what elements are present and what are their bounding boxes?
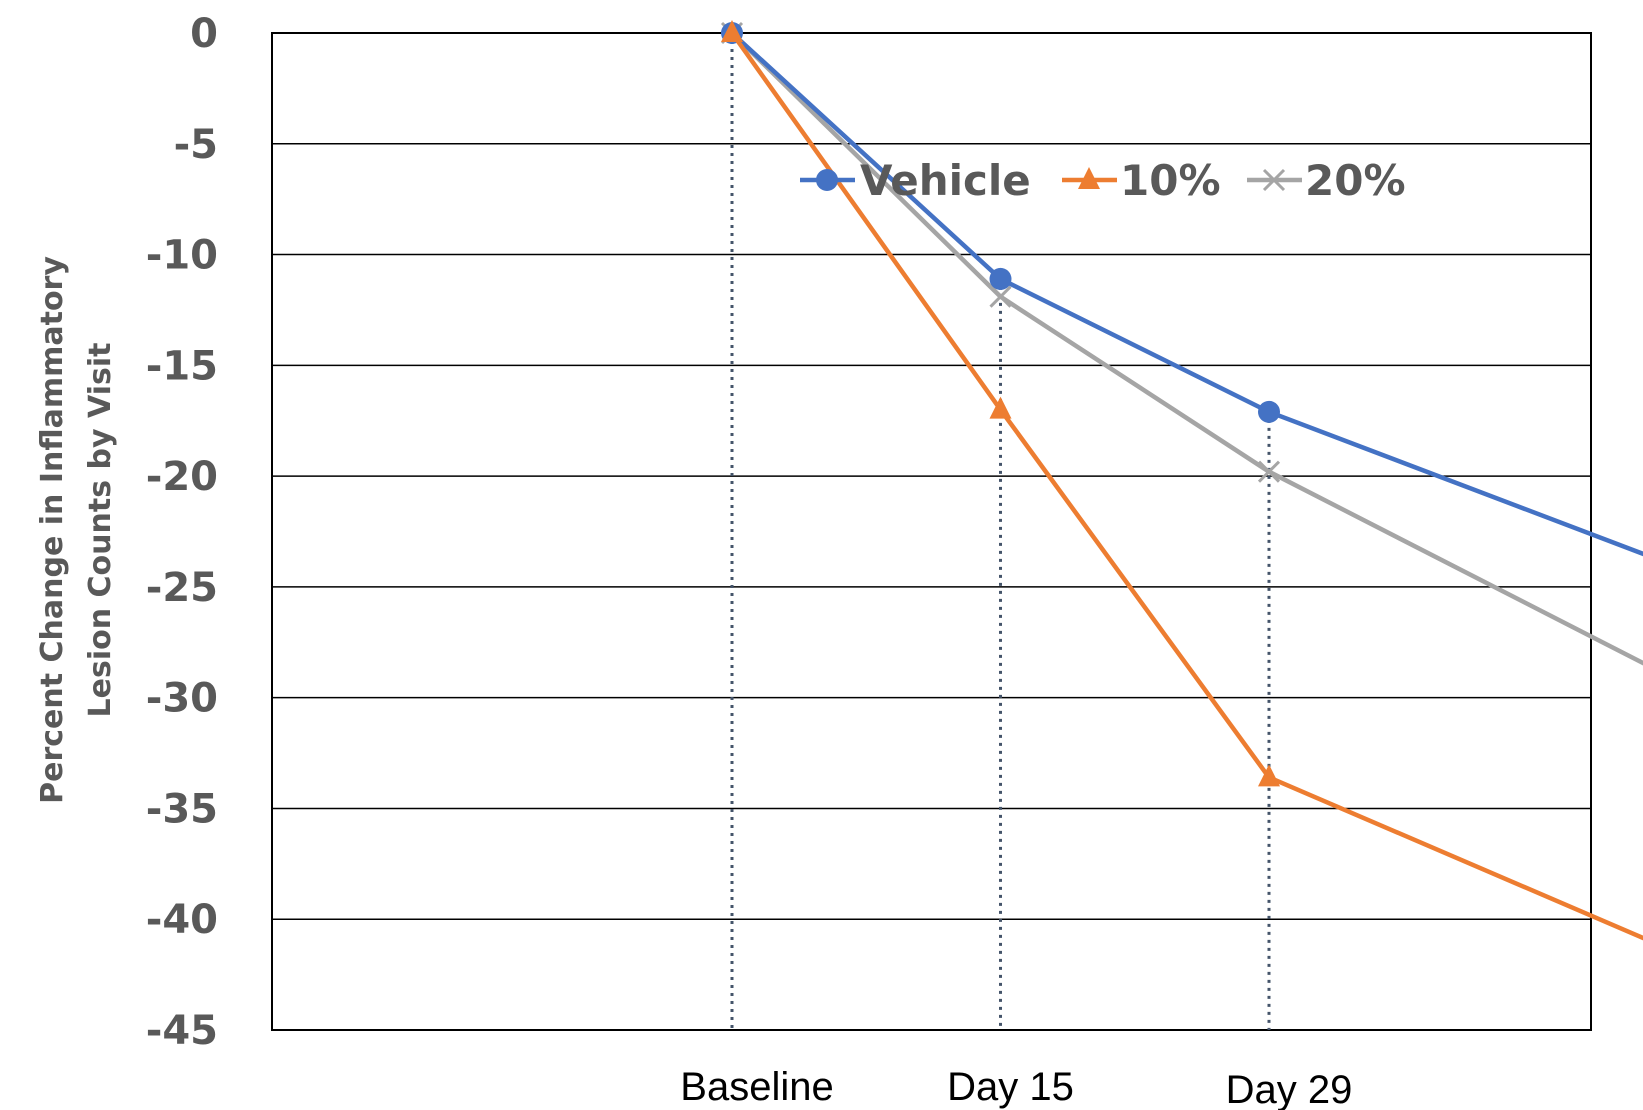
y-axis-label-line: Lesion Counts by Visit bbox=[83, 343, 118, 718]
series-point-10 bbox=[989, 396, 1012, 419]
legend-label: Vehicle bbox=[860, 156, 1031, 205]
series-group bbox=[720, 20, 1643, 941]
y-tick-label: -20 bbox=[146, 454, 218, 500]
legend-label: 10% bbox=[1120, 156, 1221, 205]
series-point-20 bbox=[989, 285, 1012, 308]
x-marker-stroke bbox=[989, 285, 1012, 308]
x-tick-label: Baseline bbox=[680, 1065, 833, 1109]
y-axis-ticks: 0 -5 -10 -15 -20 -25 -30 -35 -40 -45 bbox=[146, 11, 218, 1054]
series-line-20 bbox=[730, 31, 1643, 666]
y-tick-label: -40 bbox=[146, 897, 218, 943]
x-marker-stroke bbox=[1257, 460, 1281, 483]
y-tick-label: -45 bbox=[146, 1008, 218, 1054]
x-marker-stroke bbox=[1262, 168, 1286, 192]
series-line-10 bbox=[730, 31, 1643, 941]
legend-marker bbox=[816, 169, 838, 191]
y-tick-label: -15 bbox=[146, 343, 218, 389]
plot-area-border bbox=[271, 32, 1592, 1031]
legend-label: 20% bbox=[1305, 156, 1406, 205]
x-tick-label: Day 29 bbox=[1226, 1068, 1353, 1110]
series-point-vehicle bbox=[1258, 400, 1280, 423]
y-axis-label-line: Percent Change in Inflammatory bbox=[35, 256, 70, 804]
y-tick-label: -5 bbox=[174, 122, 218, 168]
legend-marker bbox=[1078, 167, 1100, 189]
y-tick-label: -35 bbox=[146, 786, 218, 832]
series-point-10 bbox=[721, 20, 743, 42]
series-line-vehicle bbox=[730, 31, 1643, 557]
legend: Vehicle 10% 20% bbox=[800, 156, 1406, 205]
series-point-vehicle bbox=[989, 267, 1012, 290]
drop-lines bbox=[730, 33, 1271, 1030]
series-point-10 bbox=[1258, 764, 1280, 787]
y-tick-label: 0 bbox=[190, 11, 218, 57]
y-tick-label: -30 bbox=[146, 676, 218, 722]
x-tick-label: Day 15 bbox=[947, 1065, 1074, 1109]
y-tick-label: -25 bbox=[146, 565, 218, 611]
y-tick-label: -10 bbox=[146, 233, 218, 279]
series-point-20 bbox=[1257, 460, 1281, 483]
y-axis-label: Percent Change in Inflammatory Lesion Cou… bbox=[35, 256, 118, 804]
legend-marker bbox=[1262, 168, 1286, 192]
